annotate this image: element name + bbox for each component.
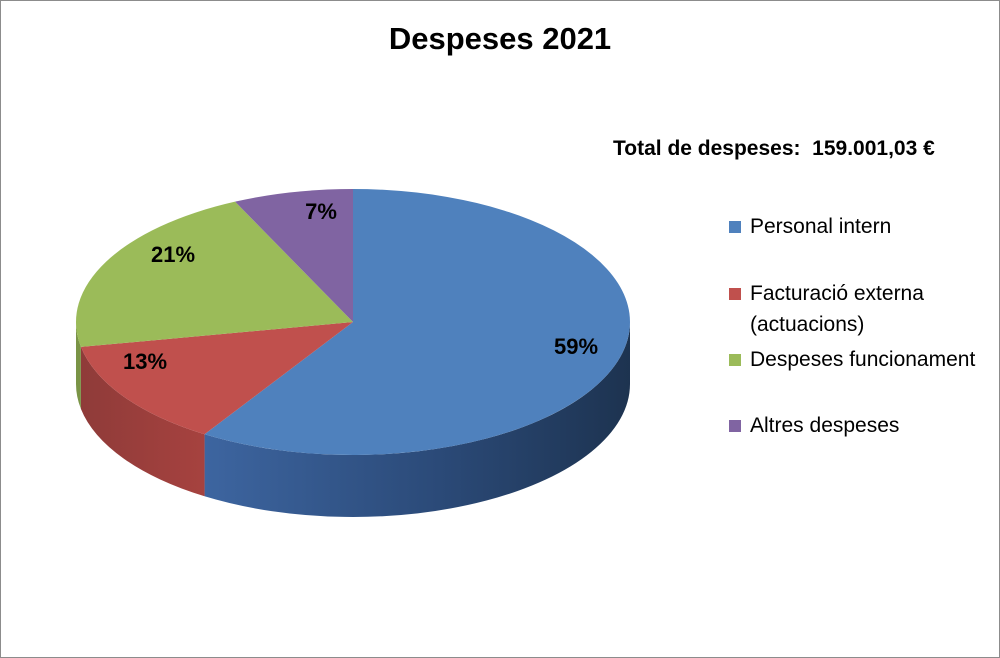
chart-title: Despeses 2021 (388, 21, 612, 56)
legend-swatch (729, 288, 741, 300)
legend-swatch (729, 354, 741, 366)
pie-slice-personal (204, 189, 631, 456)
pie-side-despeses (76, 322, 81, 409)
legend-label: Personal intern (750, 215, 892, 238)
legend-label: Facturació externa (actuacions) (750, 282, 924, 336)
data-label-despeses: 21% (151, 242, 195, 267)
data-label-personal: 59% (554, 334, 598, 359)
legend-swatch (729, 221, 741, 233)
legend-label: Despeses funcionament (750, 348, 976, 371)
data-label-altres: 7% (305, 199, 337, 224)
pie-side-personal (204, 322, 630, 517)
pie-slice-facturaci (80, 322, 353, 435)
legend-swatch (729, 420, 741, 432)
legend-label: Altres despeses (750, 414, 900, 437)
data-label-facturaci: 13% (123, 349, 167, 374)
pie-slice-despeses (75, 201, 353, 347)
pie-slice-altres (235, 189, 353, 322)
total-annotation: Total de despeses: 159.001,03 € (613, 137, 935, 160)
pie-side-facturaci (80, 346, 205, 497)
